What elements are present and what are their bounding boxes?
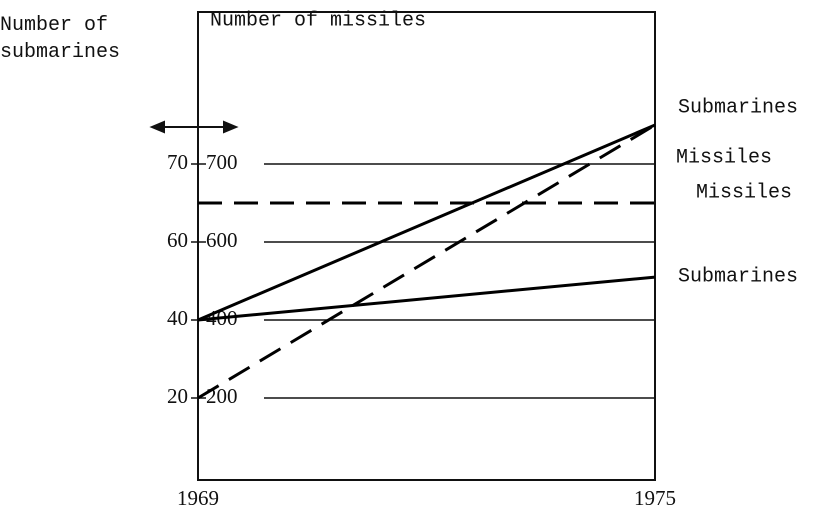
y2-tick-label: 600	[206, 228, 238, 252]
line	[197, 275, 656, 322]
axis-arrow	[149, 120, 239, 134]
x-tick-label: 1975	[634, 486, 676, 510]
line	[197, 123, 656, 400]
x-tick-label: 1969	[177, 486, 219, 510]
y-tick-label: 70	[167, 150, 188, 174]
y-axis-title: Number of submarines	[0, 14, 120, 64]
series-label: Missiles	[696, 181, 792, 204]
y-tick-label: 20	[167, 384, 188, 408]
y2-tick-label: 200	[206, 384, 238, 408]
series-label: Submarines	[678, 96, 798, 119]
y-tick-label: 60	[167, 228, 188, 252]
y2-axis-title: Number of missiles	[210, 9, 426, 32]
plot-frame	[197, 11, 656, 481]
y2-tick-label: 700	[206, 150, 238, 174]
y-tick-label: 40	[167, 306, 188, 330]
series-label: Submarines	[678, 265, 798, 288]
series-label: Missiles	[676, 146, 772, 169]
line	[197, 123, 656, 322]
